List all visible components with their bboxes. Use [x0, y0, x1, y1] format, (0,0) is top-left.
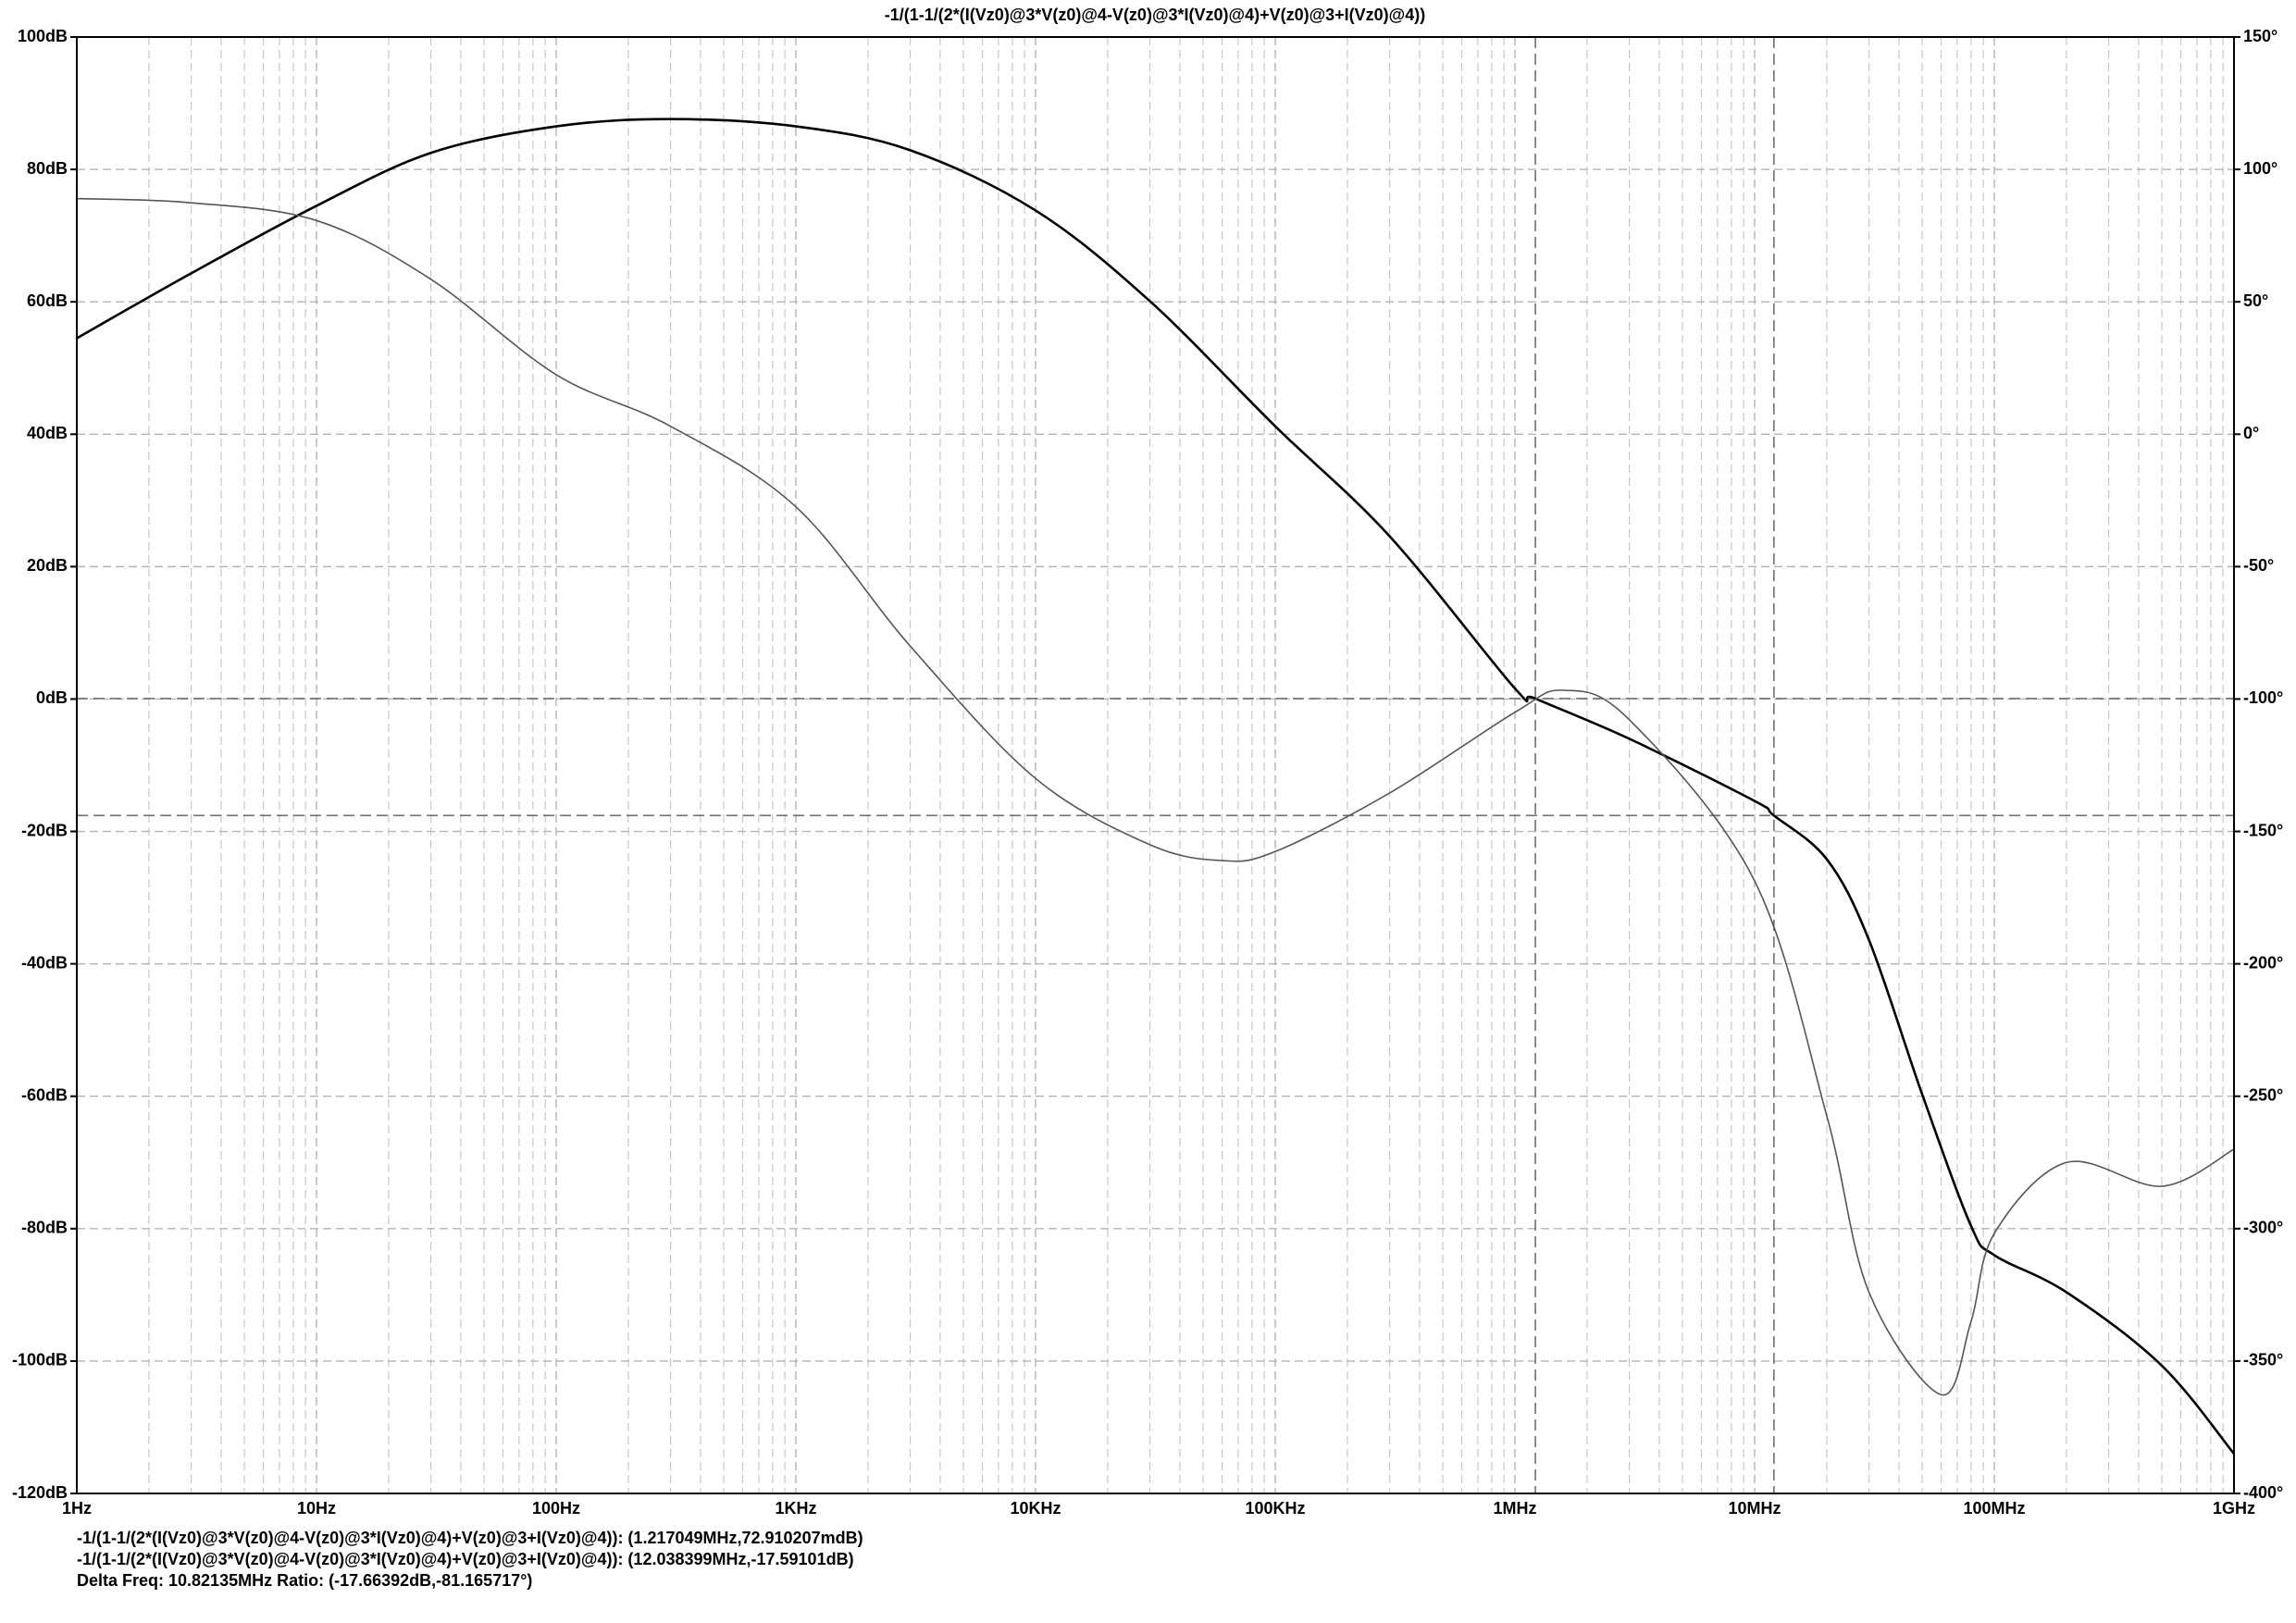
y2-tick-label: -350° [2243, 1351, 2283, 1369]
y-tick-label: 100dB [18, 27, 68, 45]
y-tick-label: -120dB [12, 1483, 68, 1502]
x-tick-label: 10Hz [297, 1499, 336, 1518]
y-tick-label: -20dB [21, 821, 68, 839]
y2-tick-label: 0° [2243, 424, 2259, 442]
y2-tick-label: -200° [2243, 953, 2283, 972]
cursor-readout: -1/(1-1/(2*(I(Vz0)@3*V(z0)@4-V(z0)@3*I(V… [77, 1550, 854, 1568]
x-tick-label: 100Hz [532, 1499, 580, 1518]
y-tick-label: 0dB [36, 688, 68, 707]
y-tick-label: -60dB [21, 1085, 68, 1104]
x-tick-label: 10MHz [1728, 1499, 1781, 1518]
x-tick-label: 10KHz [1010, 1499, 1061, 1518]
x-tick-label: 1GHz [2213, 1499, 2255, 1518]
x-tick-label: 100MHz [1963, 1499, 2025, 1518]
y2-tick-label: 50° [2243, 291, 2268, 310]
y2-tick-label: -100° [2243, 688, 2283, 707]
y2-tick-label: -50° [2243, 556, 2274, 575]
y-tick-label: 20dB [27, 556, 68, 575]
y-tick-label: -100dB [12, 1351, 68, 1369]
grid [76, 36, 2235, 1494]
series-line [76, 197, 2235, 1396]
series-line [76, 118, 2236, 1455]
y2-tick-label: -250° [2243, 1085, 2283, 1104]
cursor-readout: Delta Freq: 10.82135MHz Ratio: (-17.6639… [77, 1571, 532, 1590]
plot-frame [76, 36, 2235, 1494]
y2-tick-label: -150° [2243, 821, 2283, 839]
plot-title: -1/(1-1/(2*(I(Vz0)@3*V(z0)@4-V(z0)@3*I(V… [885, 6, 1425, 24]
y2-tick-label: -400° [2243, 1483, 2283, 1502]
y-tick-label: 40dB [27, 424, 68, 442]
y-tick-label: 80dB [27, 159, 68, 178]
y-tick-label: -80dB [21, 1219, 68, 1237]
y-tick-label: 60dB [27, 291, 68, 310]
y2-tick-label: -300° [2243, 1219, 2283, 1237]
x-tick-label: 1KHz [775, 1499, 816, 1518]
x-tick-label: 1MHz [1493, 1499, 1536, 1518]
cursor-readout: -1/(1-1/(2*(I(Vz0)@3*V(z0)@4-V(z0)@3*I(V… [77, 1529, 863, 1547]
x-tick-label: 1Hz [62, 1499, 92, 1518]
y2-tick-label: 150° [2243, 27, 2277, 45]
y2-tick-label: 100° [2243, 159, 2277, 178]
y-tick-label: -40dB [21, 953, 68, 972]
curves [76, 118, 2236, 1455]
x-tick-label: 100KHz [1245, 1499, 1305, 1518]
